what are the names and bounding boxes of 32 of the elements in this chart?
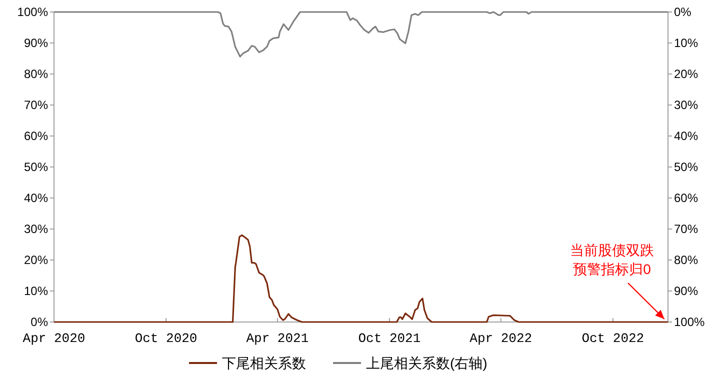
y2-tick-label: 60%: [674, 191, 698, 205]
y-tick-label: 50%: [24, 160, 48, 174]
y2-tick-label: 50%: [674, 160, 698, 174]
y2-tick-label: 70%: [674, 222, 698, 236]
y-tick-label: 70%: [24, 98, 48, 112]
x-tick-label: Oct 2021: [358, 331, 421, 346]
y-tick-label: 100%: [17, 5, 48, 19]
y2-tick-label: 10%: [674, 36, 698, 50]
y2-tick-label: 20%: [674, 67, 698, 81]
y-tick-label: 20%: [24, 253, 48, 267]
y2-tick-label: 100%: [674, 315, 706, 329]
y2-tick-label: 40%: [674, 129, 698, 143]
y2-tick-label: 80%: [674, 253, 698, 267]
legend-label: 上尾相关系数(右轴): [366, 355, 488, 371]
y-tick-label: 0%: [30, 315, 48, 329]
annotation: 当前股债双跌预警指标归0: [570, 242, 654, 277]
x-tick-label: Apr 2022: [470, 331, 532, 346]
x-tick-label: Oct 2020: [134, 331, 198, 346]
line-series: [53, 11, 669, 58]
y2-tick-label: 0%: [674, 5, 692, 19]
y-tick-label: 10%: [24, 284, 48, 298]
y-tick-label: 30%: [24, 222, 48, 236]
y-tick-label: 80%: [24, 67, 48, 81]
y2-tick-label: 90%: [674, 284, 698, 298]
y-tick-label: 90%: [24, 36, 48, 50]
x-tick-label: Apr 2020: [22, 331, 86, 346]
y2-tick-label: 30%: [674, 98, 698, 112]
y-tick-label: 60%: [24, 129, 48, 143]
x-tick-label: Oct 2022: [582, 331, 644, 346]
y-tick-label: 40%: [24, 191, 48, 205]
x-tick-label: Apr 2021: [246, 331, 309, 346]
legend-label: 下尾相关系数: [222, 355, 306, 371]
